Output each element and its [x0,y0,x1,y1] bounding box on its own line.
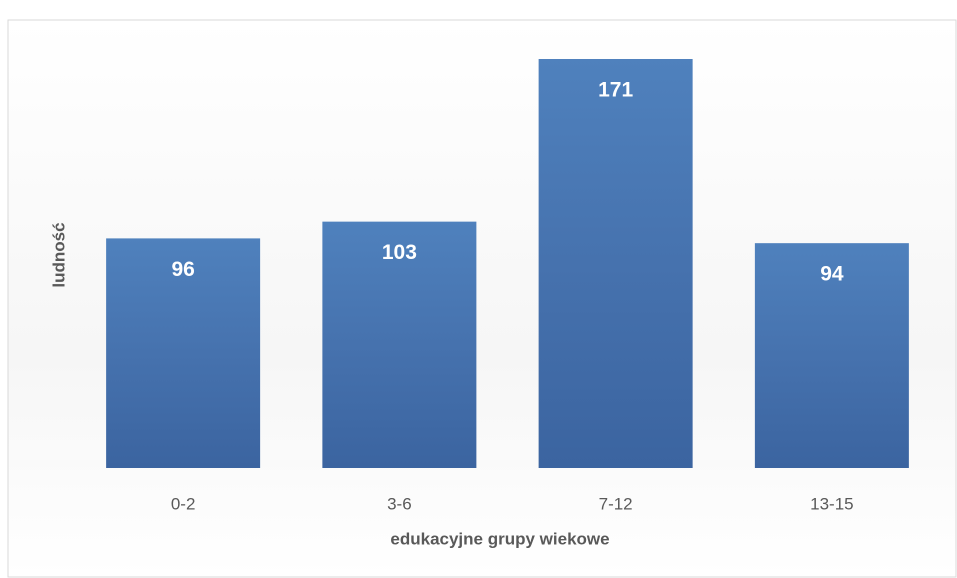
bar [322,221,477,468]
data-label: 96 [171,258,194,281]
bar [754,243,909,468]
x-tick-label: 0-2 [171,494,196,513]
bar [538,59,693,468]
data-label: 103 [382,241,417,264]
bar [106,238,261,468]
data-label: 94 [820,263,844,286]
x-tick-label: 13-15 [810,494,853,513]
x-tick-label: 3-6 [387,494,412,513]
x-tick-label: 7-12 [599,494,633,513]
y-axis-title: ludność [49,222,68,287]
x-axis-title: edukacyjne grupy wiekowe [390,529,609,548]
data-label: 171 [598,79,633,102]
